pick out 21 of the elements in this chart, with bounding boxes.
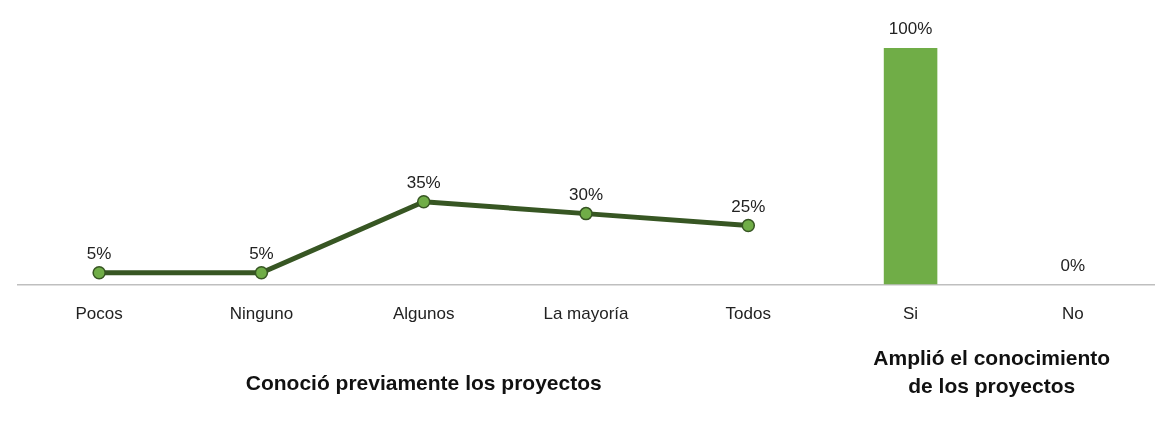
text: Amplió el conocimiento de los proyectos — [873, 345, 1111, 397]
point — [92, 266, 106, 280]
point — [416, 195, 431, 209]
data-label: 35% — [406, 172, 441, 192]
x-tick-label: La mayoría — [543, 304, 630, 324]
point — [741, 218, 756, 233]
data-label: 25% — [731, 196, 766, 216]
x-tick-label: Si — [903, 304, 919, 324]
point — [579, 206, 593, 221]
data-label: 0% — [1060, 255, 1086, 275]
point — [254, 266, 269, 280]
text: Conoció previamente los proyectos — [245, 370, 602, 394]
data-label: 30% — [568, 184, 604, 204]
data-label: 5% — [249, 243, 274, 263]
data-label: 5% — [86, 243, 112, 263]
x-tick-label: Todos — [725, 304, 771, 324]
x-tick-label: Algunos — [393, 304, 455, 324]
x-tick-label: Ninguno — [229, 304, 294, 324]
x-tick-label: Pocos — [75, 304, 123, 324]
data-label: 100% — [888, 19, 933, 39]
x-tick-label: No — [1061, 304, 1084, 324]
